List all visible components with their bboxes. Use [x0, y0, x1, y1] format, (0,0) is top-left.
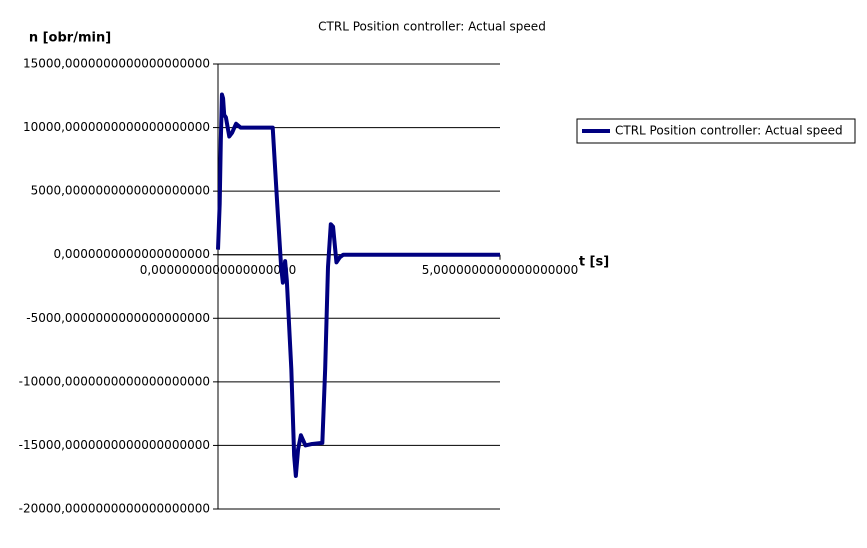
y-tick-label: -20000,0000000000000000000	[19, 502, 210, 516]
y-tick-label: -15000,0000000000000000000	[19, 438, 210, 452]
y-tick-label: 15000,0000000000000000000	[23, 57, 210, 71]
line-series	[216, 92, 500, 478]
legend-box	[576, 118, 856, 144]
y-tick-label: 5000,0000000000000000000	[31, 184, 210, 198]
x-tick-label: 5,0000000000000000000	[422, 263, 579, 277]
y-tick-label: -10000,0000000000000000000	[19, 374, 210, 388]
chart-title: CTRL Position controller: Actual speed	[318, 20, 546, 34]
x-axis-label: t [s]	[579, 255, 609, 270]
y-axis-label: n [obr/min]	[29, 31, 111, 46]
y-tick-label: -5000,0000000000000000000	[26, 311, 210, 325]
legend-label: CTRL Position controller: Actual speed	[615, 124, 843, 138]
x-tick-label: 0,0000000000000000000	[140, 263, 297, 277]
y-tick-label: 10000,0000000000000000000	[23, 120, 210, 134]
y-tick-label: 0,0000000000000000000	[53, 247, 210, 261]
